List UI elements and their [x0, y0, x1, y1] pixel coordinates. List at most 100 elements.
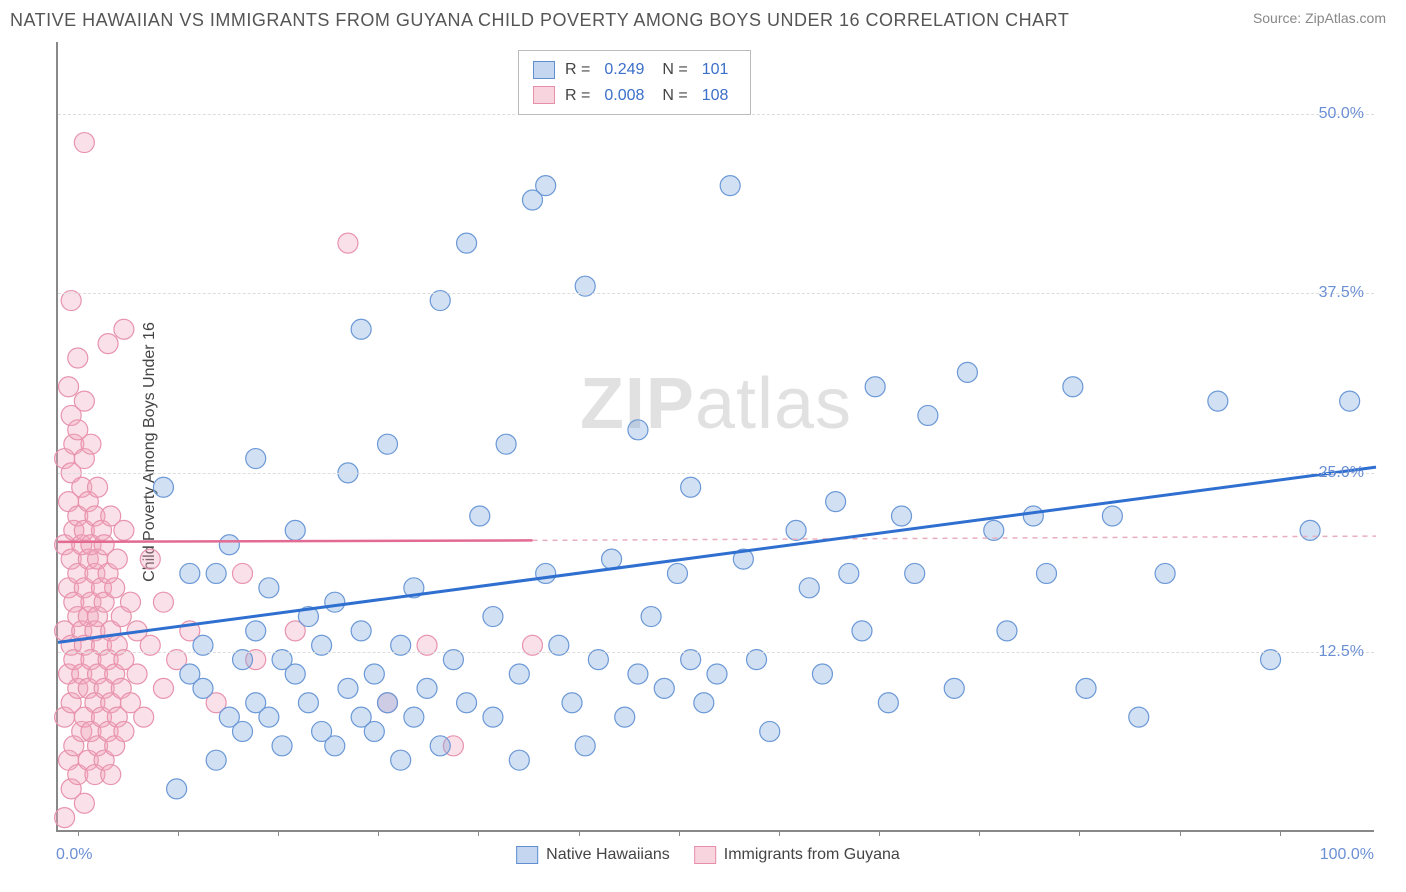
x-tick [879, 830, 880, 836]
data-point [470, 506, 490, 526]
data-point [68, 348, 88, 368]
x-tick [679, 830, 680, 836]
data-point [720, 176, 740, 196]
data-point [74, 793, 94, 813]
data-point [364, 664, 384, 684]
x-tick [78, 830, 79, 836]
data-point [74, 391, 94, 411]
stats-row: R = 0.249 N = 101 [533, 57, 736, 83]
data-point [233, 563, 253, 583]
data-point [272, 736, 292, 756]
data-point [509, 664, 529, 684]
data-point [1063, 377, 1083, 397]
data-point [180, 563, 200, 583]
data-point [325, 592, 345, 612]
x-tick [178, 830, 179, 836]
gridline [58, 293, 1374, 294]
x-tick [278, 830, 279, 836]
x-tick [378, 830, 379, 836]
data-point [59, 377, 79, 397]
data-point [1129, 707, 1149, 727]
data-point [351, 319, 371, 339]
data-point [417, 678, 437, 698]
data-point [325, 736, 345, 756]
swatch-pink-icon [533, 86, 555, 104]
data-point [628, 420, 648, 440]
chart-title: NATIVE HAWAIIAN VS IMMIGRANTS FROM GUYAN… [10, 10, 1069, 31]
chart-area: Child Poverty Among Boys Under 16 ZIPatl… [28, 42, 1388, 862]
data-point [259, 707, 279, 727]
data-point [153, 592, 173, 612]
data-point [509, 750, 529, 770]
data-point [404, 707, 424, 727]
data-point [602, 549, 622, 569]
data-point [457, 233, 477, 253]
x-tick [478, 830, 479, 836]
data-point [562, 693, 582, 713]
trend-line [58, 467, 1376, 642]
swatch-blue-icon [516, 846, 538, 864]
data-point [892, 506, 912, 526]
data-point [1037, 563, 1057, 583]
data-point [88, 477, 108, 497]
x-tick [579, 830, 580, 836]
plot-region: ZIPatlas R = 0.249 N = 101 R = 0.008 N =… [56, 42, 1374, 832]
y-tick-label: 25.0% [1319, 464, 1364, 482]
data-point [1076, 678, 1096, 698]
data-point [259, 578, 279, 598]
data-point [457, 693, 477, 713]
data-point [246, 621, 266, 641]
data-point [298, 693, 318, 713]
data-point [114, 520, 134, 540]
stats-legend: R = 0.249 N = 101 R = 0.008 N = 108 [518, 50, 751, 115]
data-point [246, 449, 266, 469]
data-point [105, 578, 125, 598]
data-point [786, 520, 806, 540]
data-point [430, 736, 450, 756]
data-point [206, 750, 226, 770]
gridline [58, 473, 1374, 474]
data-point [826, 492, 846, 512]
data-point [98, 334, 118, 354]
trend-line [532, 536, 1376, 540]
data-point [167, 779, 187, 799]
data-point [852, 621, 872, 641]
source-link[interactable]: ZipAtlas.com [1305, 10, 1386, 26]
data-point [997, 621, 1017, 641]
data-point [120, 592, 140, 612]
data-point [536, 176, 556, 196]
data-point [628, 664, 648, 684]
data-point [1023, 506, 1043, 526]
gridline [58, 652, 1374, 653]
data-point [81, 434, 101, 454]
x-axis-min-label: 0.0% [56, 846, 92, 864]
x-axis-max-label: 100.0% [1320, 846, 1374, 864]
data-point [694, 693, 714, 713]
x-tick [779, 830, 780, 836]
series-legend: Native Hawaiians Immigrants from Guyana [516, 846, 900, 864]
data-point [1340, 391, 1360, 411]
data-point [918, 405, 938, 425]
data-point [134, 707, 154, 727]
data-point [1155, 563, 1175, 583]
data-point [74, 133, 94, 153]
data-point [641, 607, 661, 627]
stats-row: R = 0.008 N = 108 [533, 83, 736, 109]
data-point [536, 563, 556, 583]
swatch-pink-icon [694, 846, 716, 864]
x-tick [1079, 830, 1080, 836]
data-point [1300, 520, 1320, 540]
x-tick [1180, 830, 1181, 836]
data-point [378, 434, 398, 454]
data-point [219, 535, 239, 555]
data-point [957, 362, 977, 382]
data-point [378, 693, 398, 713]
data-point [338, 233, 358, 253]
trend-line [58, 540, 532, 541]
data-point [812, 664, 832, 684]
data-point [193, 678, 213, 698]
data-point [483, 607, 503, 627]
data-point [1102, 506, 1122, 526]
data-point [707, 664, 727, 684]
data-point [483, 707, 503, 727]
